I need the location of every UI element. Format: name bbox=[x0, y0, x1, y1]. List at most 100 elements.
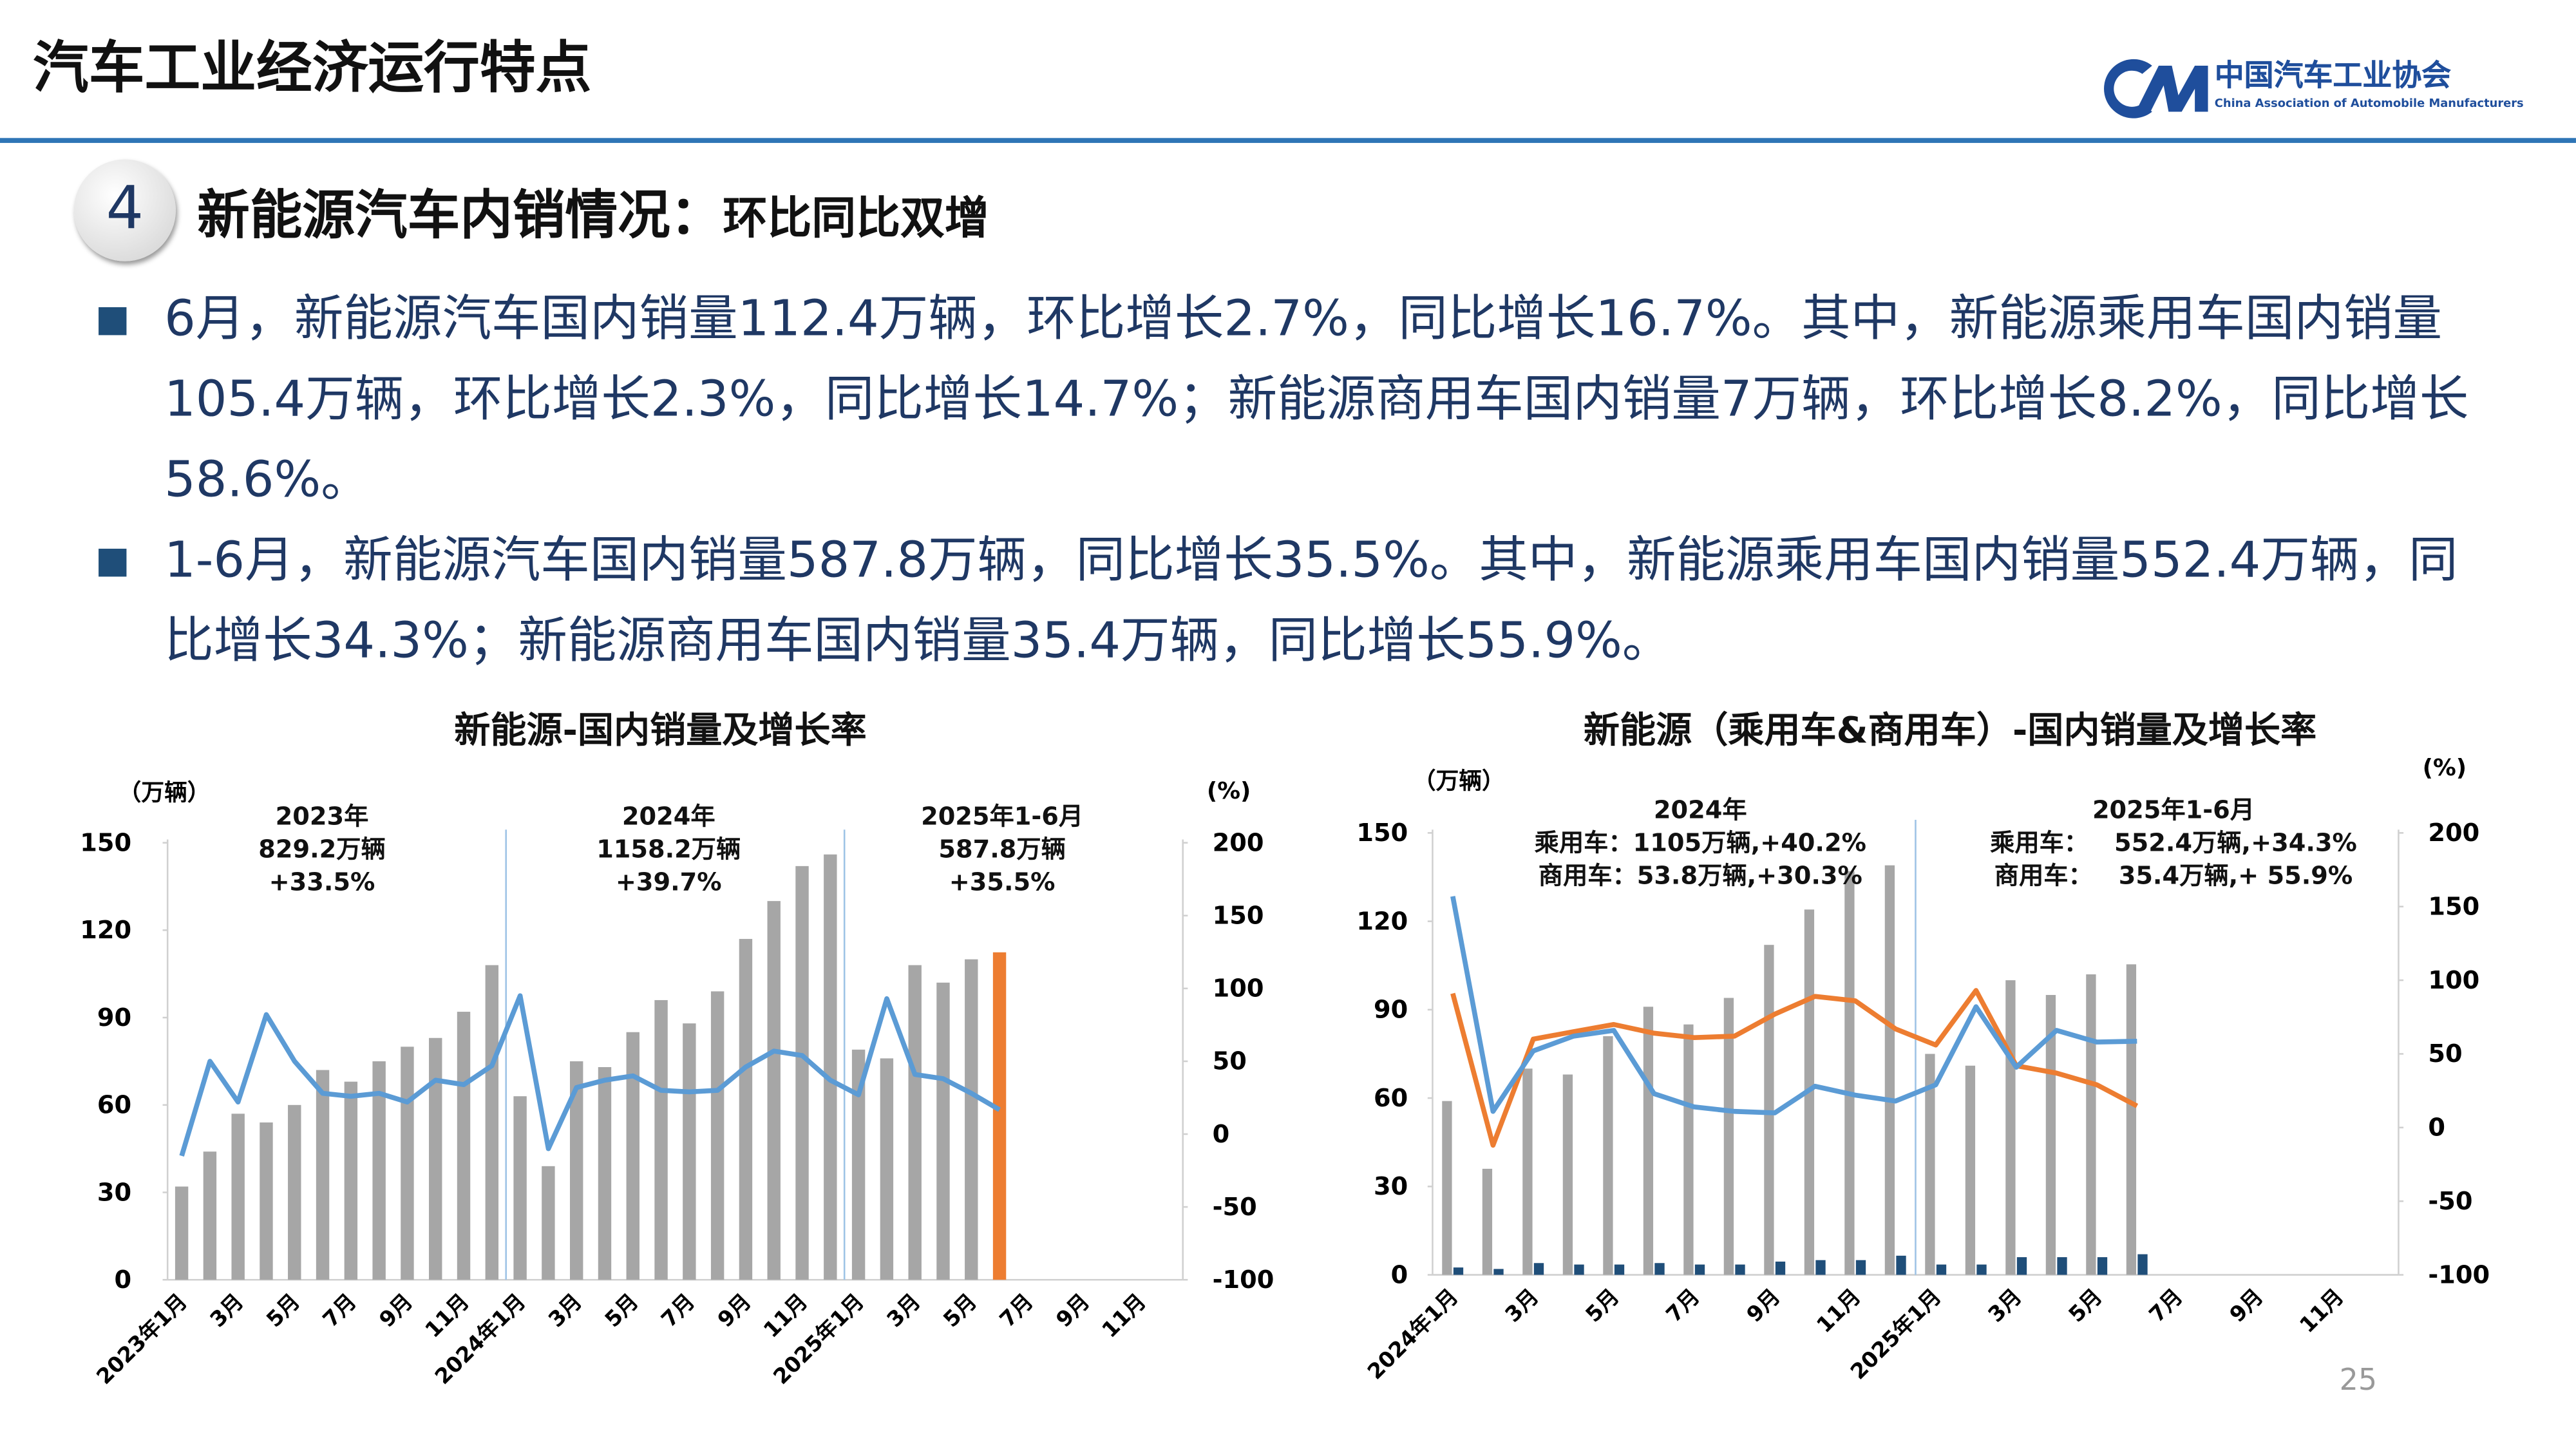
bar bbox=[1775, 1261, 1786, 1275]
y-tick-label: 30 bbox=[1374, 1172, 1408, 1201]
bar bbox=[880, 1058, 894, 1280]
y-tick-label: 60 bbox=[97, 1091, 131, 1120]
x-tick-label: 11月 bbox=[1812, 1283, 1866, 1338]
y2-unit: (%) bbox=[1207, 778, 1251, 804]
y2-tick-label: 150 bbox=[1213, 902, 1264, 931]
y-tick-label: 120 bbox=[1356, 907, 1408, 936]
bar bbox=[1936, 1264, 1947, 1275]
bar bbox=[2057, 1257, 2067, 1275]
y2-tick-label: 50 bbox=[2428, 1039, 2462, 1068]
y2-tick-label: 200 bbox=[2428, 819, 2479, 848]
bar bbox=[2137, 1254, 2148, 1275]
x-tick-label: 7月 bbox=[317, 1289, 361, 1332]
y-tick-label: 30 bbox=[97, 1178, 131, 1207]
bar bbox=[231, 1113, 245, 1280]
bar bbox=[1965, 1065, 1976, 1275]
bar bbox=[2016, 1257, 2027, 1275]
bar bbox=[1925, 1054, 1935, 1275]
x-tick-label: 9月 bbox=[2224, 1283, 2268, 1327]
y-tick-label: 90 bbox=[1374, 996, 1408, 1025]
chart-title: 新能源-国内销量及增长率 bbox=[454, 710, 867, 752]
x-tick-label: 3月 bbox=[205, 1289, 248, 1332]
bar bbox=[1855, 1260, 1866, 1275]
bar bbox=[1603, 1036, 1613, 1275]
org-name: 中国汽车工业协会 bbox=[2214, 59, 2452, 94]
bar bbox=[1694, 1264, 1705, 1275]
bar bbox=[542, 1166, 555, 1280]
bar bbox=[1533, 1263, 1544, 1275]
annotation: 1158.2万辆 bbox=[596, 835, 741, 864]
x-tick-label: 2024年1月 bbox=[1363, 1283, 1463, 1384]
x-tick-label: 5月 bbox=[938, 1289, 981, 1332]
bar bbox=[1442, 1101, 1452, 1275]
annotation: 2024年 bbox=[622, 802, 715, 831]
y2-tick-label: 100 bbox=[2428, 966, 2479, 995]
annotation: 829.2万辆 bbox=[258, 835, 386, 864]
bar bbox=[1896, 1255, 1906, 1275]
bar bbox=[1574, 1264, 1584, 1275]
bar bbox=[1683, 1024, 1694, 1275]
bar bbox=[626, 1032, 639, 1280]
y-tick-label: 90 bbox=[97, 1003, 131, 1032]
line bbox=[1450, 896, 2137, 1115]
bar bbox=[372, 1061, 386, 1280]
x-tick-label: 5月 bbox=[1580, 1283, 1624, 1327]
annotation: 2024年 bbox=[1654, 795, 1747, 824]
bar bbox=[1654, 1263, 1665, 1275]
x-tick-label: 7月 bbox=[1661, 1283, 1704, 1327]
annotation: 乘用车： 552.4万辆,+34.3% bbox=[1990, 828, 2357, 857]
y2-tick-label: -50 bbox=[2428, 1187, 2472, 1216]
org-name-en: China Association of Automobile Manufact… bbox=[2214, 97, 2524, 110]
x-tick-label: 9月 bbox=[1741, 1283, 1785, 1327]
bar bbox=[1453, 1267, 1464, 1275]
bar bbox=[908, 965, 922, 1280]
bar bbox=[203, 1151, 217, 1280]
bar bbox=[1764, 945, 1774, 1275]
bar bbox=[1614, 1264, 1625, 1275]
heading-main: 新能源汽车内销情况： bbox=[197, 184, 723, 247]
bar bbox=[992, 952, 1007, 1280]
bar bbox=[654, 999, 668, 1280]
bar bbox=[598, 1066, 612, 1280]
x-tick-label: 9月 bbox=[374, 1289, 417, 1332]
bar bbox=[569, 1061, 583, 1280]
slide-title: 汽车工业经济运行特点 bbox=[33, 36, 592, 102]
bar bbox=[401, 1046, 414, 1280]
bar bbox=[175, 1186, 189, 1280]
y-tick-label: 150 bbox=[1356, 819, 1408, 848]
bar bbox=[429, 1037, 442, 1280]
bar bbox=[485, 965, 499, 1280]
x-tick-label: 7月 bbox=[994, 1289, 1037, 1332]
y2-tick-label: -100 bbox=[2428, 1260, 2490, 1289]
bullet: 1-6月，新能源汽车国内销量587.8万辆，同比增长35.5%。其中，新能源乘用… bbox=[99, 521, 2489, 682]
y-unit: （万辆） bbox=[118, 779, 211, 806]
bar bbox=[1522, 1068, 1533, 1275]
x-tick-label: 11月 bbox=[2295, 1283, 2349, 1338]
annotation: +35.5% bbox=[949, 868, 1056, 897]
y2-tick-label: 0 bbox=[2428, 1113, 2445, 1142]
y-tick-label: 0 bbox=[114, 1265, 131, 1294]
line bbox=[179, 993, 1001, 1157]
y2-tick-label: 50 bbox=[1213, 1047, 1247, 1076]
annotation: 2025年1-6月 bbox=[2092, 795, 2255, 824]
y2-tick-label: -50 bbox=[1213, 1193, 1257, 1222]
x-tick-label: 3月 bbox=[1500, 1283, 1543, 1327]
bar bbox=[1976, 1264, 1987, 1275]
header-rule bbox=[0, 138, 2576, 143]
x-tick-label: 3月 bbox=[544, 1289, 587, 1332]
x-tick-label: 9月 bbox=[1051, 1289, 1094, 1332]
bar bbox=[1844, 871, 1855, 1275]
x-tick-label: 5月 bbox=[2063, 1283, 2107, 1327]
bar bbox=[1735, 1264, 1745, 1275]
x-tick-label: 5月 bbox=[261, 1289, 305, 1332]
y2-tick-label: 150 bbox=[2428, 892, 2479, 921]
y2-tick-label: 100 bbox=[1213, 974, 1264, 1003]
y2-tick-label: -100 bbox=[1213, 1265, 1274, 1294]
annotation: 乘用车：1105万辆,+40.2% bbox=[1535, 828, 1866, 857]
bar bbox=[2005, 980, 2016, 1275]
annotation: 商用车： 35.4万辆,+ 55.9% bbox=[1994, 861, 2353, 890]
bar bbox=[457, 1012, 471, 1280]
bar bbox=[2086, 974, 2096, 1275]
bar bbox=[1482, 1168, 1493, 1275]
bar bbox=[1884, 865, 1895, 1275]
